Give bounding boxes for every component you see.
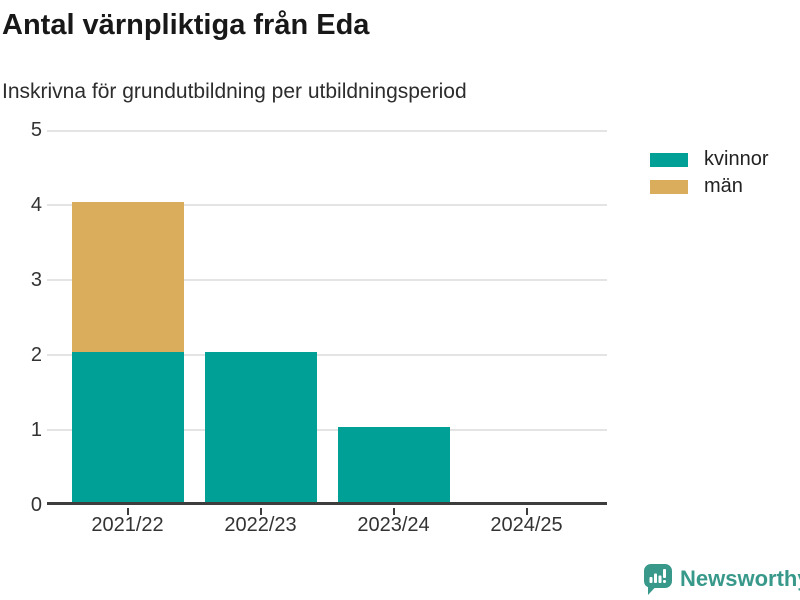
- x-tick-label-2023-24: 2023/24: [357, 514, 430, 536]
- y-tick-label-2: 2: [30, 344, 42, 366]
- legend-swatch-kvinnor: [650, 152, 688, 167]
- bar-2022-23-kvinnor: [204, 352, 317, 502]
- x-tick-2023-24: [392, 508, 395, 515]
- bar-2023-24-kvinnor: [337, 427, 450, 502]
- gridline-y2: [47, 354, 607, 356]
- x-tick-label-2022-23: 2022/23: [224, 514, 297, 536]
- gridline-y5: [47, 130, 607, 132]
- bar-2021-22-kvinnor: [71, 352, 184, 502]
- y-tick-label-5: 5: [30, 119, 42, 141]
- y-tick-label-3: 3: [30, 269, 42, 291]
- legend-label-män: män: [704, 175, 743, 197]
- legend-item-kvinnor: kvinnor: [650, 146, 768, 173]
- gridline-y1: [47, 429, 607, 431]
- legend-label-kvinnor: kvinnor: [704, 148, 769, 170]
- gridline-y3: [47, 279, 607, 281]
- branding-label: Newsworthy: [680, 566, 800, 591]
- gridline-y4: [47, 204, 607, 206]
- y-tick-label-1: 1: [30, 419, 42, 441]
- y-tick-label-0: 0: [30, 494, 42, 516]
- plot-area: [47, 130, 607, 515]
- legend-swatch-män: [650, 179, 688, 194]
- y-tick-label-4: 4: [30, 194, 42, 216]
- x-tick-label-2021-22: 2021/22: [91, 514, 164, 536]
- chart-subtitle: Inskrivna för grundutbildning per utbild…: [2, 80, 467, 103]
- x-tick-label-2024-25: 2024/25: [490, 514, 563, 536]
- chart-title: Antal värnpliktiga från Eda: [2, 9, 370, 41]
- x-tick-2021-22: [126, 508, 129, 515]
- bar-2021-22-män: [71, 202, 184, 352]
- x-tick-2022-23: [259, 508, 262, 515]
- x-tick-2024-25: [525, 508, 528, 515]
- branding-link[interactable]: Newsworthy: [644, 563, 800, 595]
- legend-item-män: män: [650, 173, 768, 200]
- newsworthy-logo-icon: [644, 563, 672, 595]
- legend: kvinnor män: [650, 146, 768, 200]
